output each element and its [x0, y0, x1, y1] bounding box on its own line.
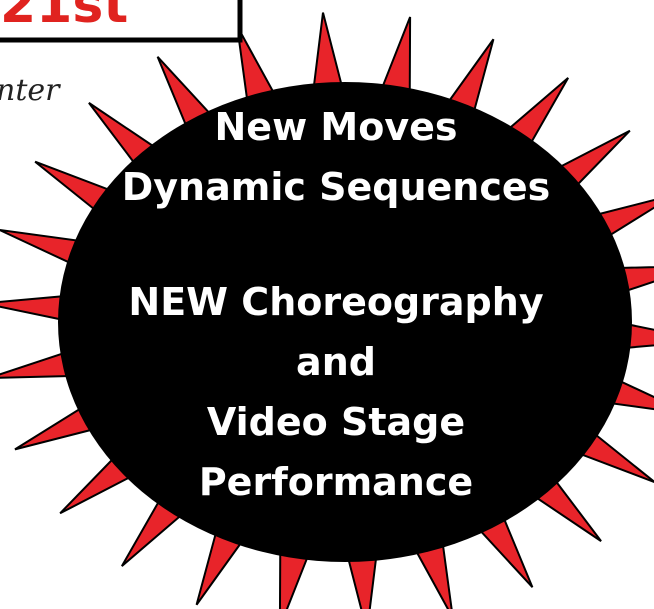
burst-line: Video Stage — [207, 400, 465, 444]
burst-line: NEW Choreography — [128, 280, 543, 324]
spike — [313, 13, 343, 94]
venue-text: nter — [0, 73, 61, 108]
burst-line: Dynamic Sequences — [122, 165, 551, 209]
flyer: 21st nter New Moves Dynamic Sequences NEW … — [0, 0, 654, 609]
page: {"flyer": {"badge": "21st", "venue_fragm… — [0, 0, 654, 609]
burst-line: and — [296, 340, 376, 384]
badge-text: 21st — [0, 0, 128, 35]
burst-line: New Moves — [215, 105, 458, 149]
burst-line: Performance — [199, 460, 473, 504]
